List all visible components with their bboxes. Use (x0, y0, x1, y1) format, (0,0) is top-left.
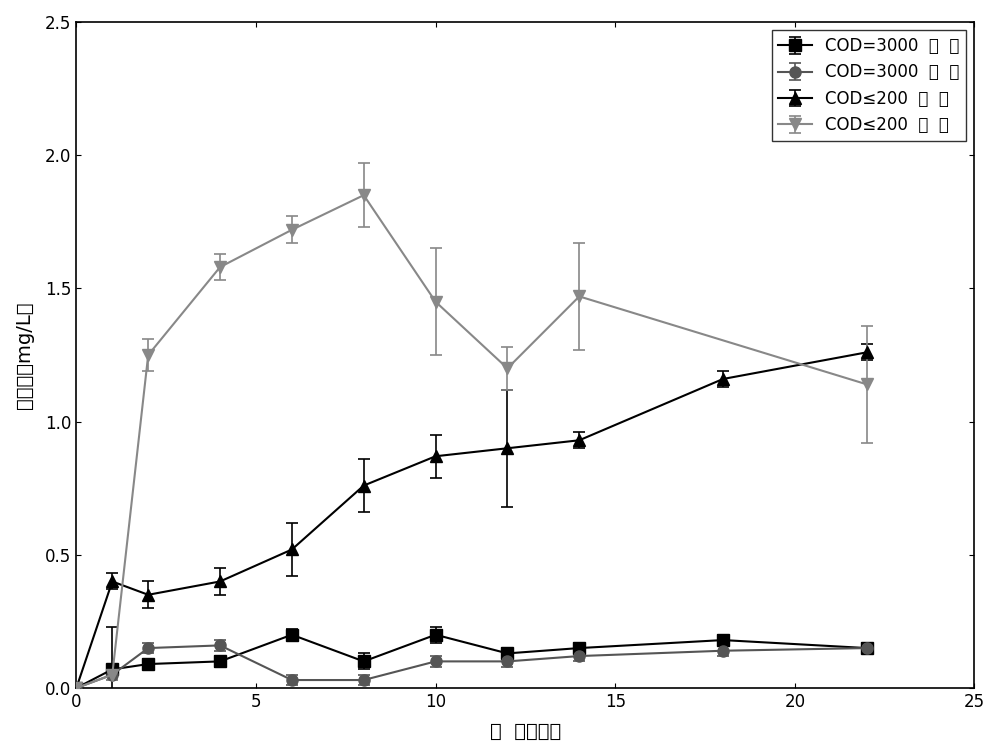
Y-axis label: 无机砷（mg/L）: 无机砷（mg/L） (15, 301, 34, 409)
X-axis label: 时  间（天）: 时 间（天） (490, 722, 561, 741)
Legend: COD=3000  无  电, COD=3000  通  电, COD≤200  无  电, COD≤200  通  电: COD=3000 无 电, COD=3000 通 电, COD≤200 无 电,… (772, 30, 966, 141)
